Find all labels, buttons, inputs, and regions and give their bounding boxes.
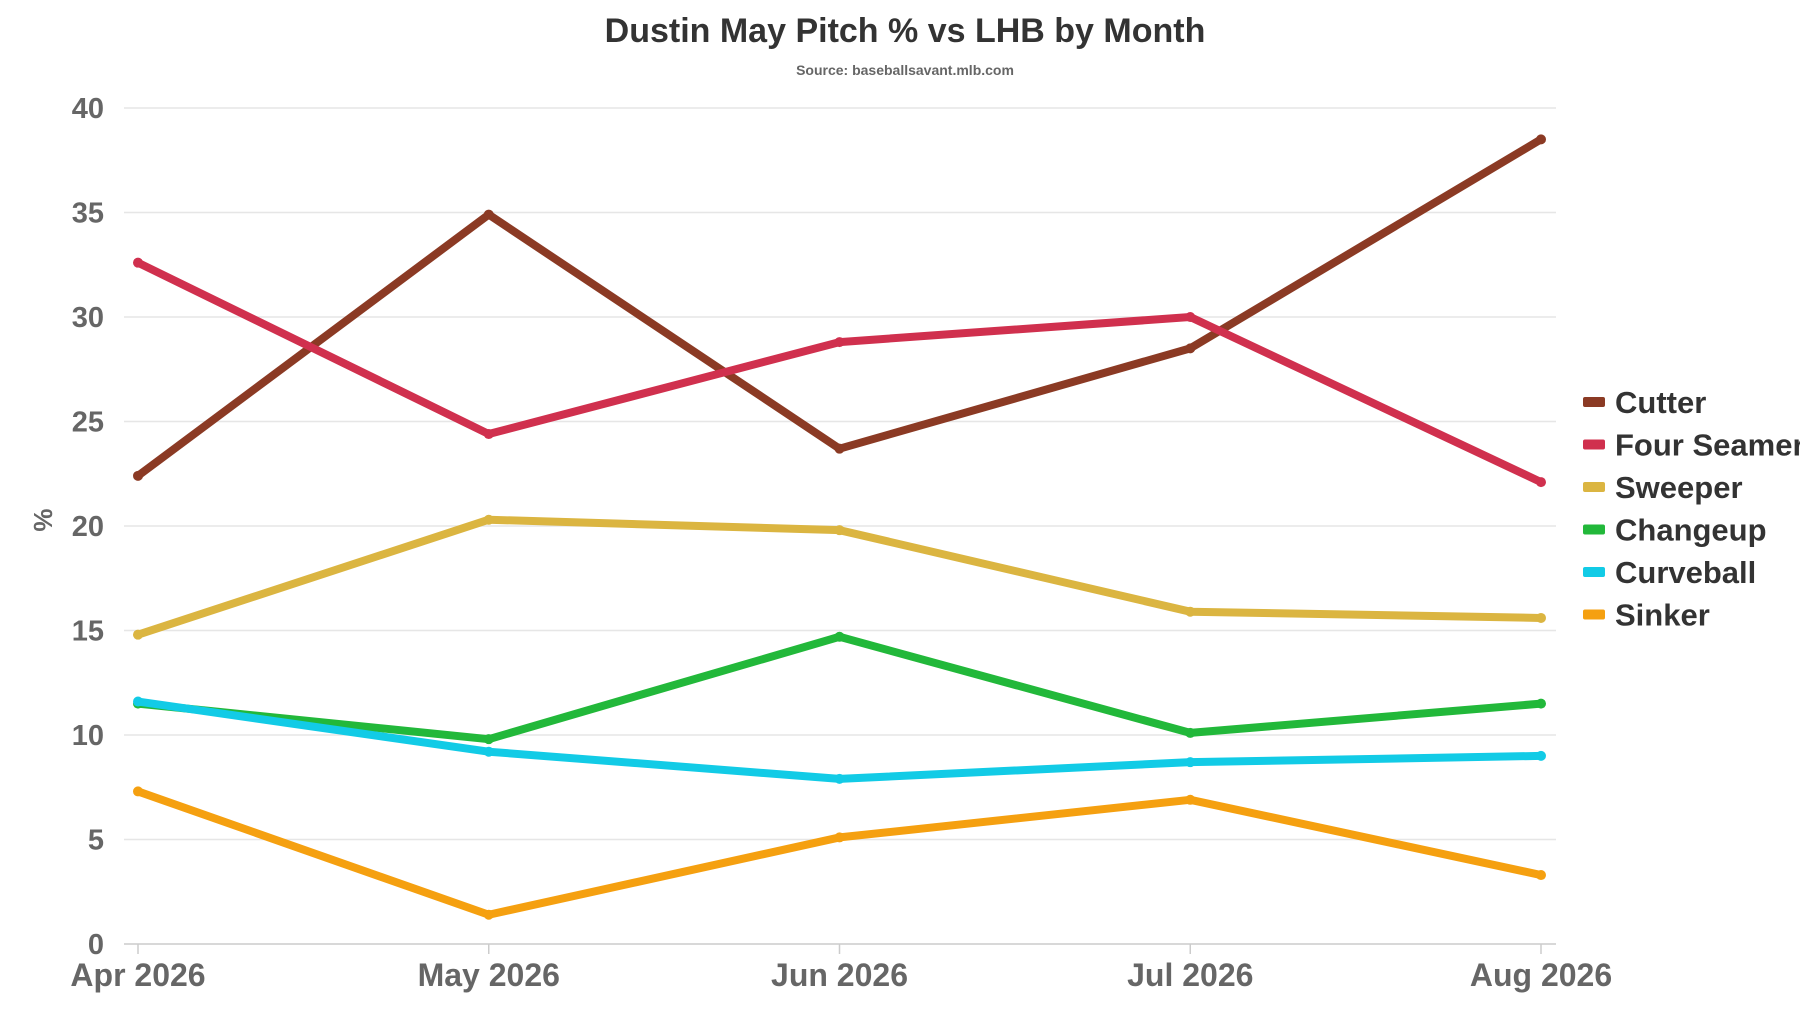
data-point [483,514,494,525]
data-point [1185,727,1196,738]
data-point [133,629,143,640]
legend-label: Changeup [1615,513,1767,548]
series-sweeper [133,514,1546,640]
y-tick-label: 40 [72,93,104,125]
data-point [1536,698,1546,709]
x-tick-label: Apr 2026 [70,957,205,993]
data-point [1536,134,1546,145]
legend-item[interactable]: Changeup [1583,513,1767,548]
data-point [133,786,143,797]
y-tick-label: 35 [72,198,104,230]
legend-item[interactable]: Four Seamer [1583,428,1800,463]
data-point [1536,612,1546,623]
legend-label: Sweeper [1615,470,1743,505]
data-point [133,470,143,481]
legend-swatch [1583,609,1605,620]
data-point [834,525,845,536]
legend-label: Sinker [1615,598,1710,633]
series-line [134,515,1545,639]
series-line [134,135,1545,480]
data-point [1536,870,1546,881]
data-point [483,909,494,920]
series-curveball [133,696,1546,784]
legend-swatch [1583,482,1605,492]
series-line [134,632,1545,744]
x-tick-label: May 2026 [418,957,560,993]
series-lines [133,134,1546,920]
legend-label: Curveball [1615,555,1756,590]
series-line [134,787,1545,919]
legend-item[interactable]: Cutter [1583,385,1706,420]
legend-swatch [1583,567,1605,577]
data-point [834,443,845,454]
x-tick-label: Jun 2026 [771,957,908,993]
chart-title: Dustin May Pitch % vs LHB by Month [605,12,1206,50]
legend-label: Cutter [1615,385,1706,420]
data-point [834,337,845,348]
data-point [834,773,845,784]
data-point [133,696,143,707]
data-point [834,832,845,843]
x-tick-label: Aug 2026 [1470,957,1612,993]
data-point [1536,750,1546,761]
legend-swatch [1583,524,1605,535]
y-tick-label: 20 [72,511,104,543]
y-tick-label: 15 [72,616,104,648]
y-tick-label: 10 [72,720,104,752]
data-point [1536,477,1546,488]
legend-swatch [1583,397,1605,407]
y-tick-label: 30 [72,302,104,334]
chart-subtitle: Source: baseballsavant.mlb.com [796,62,1014,78]
data-point [1185,343,1196,354]
data-point [483,734,494,745]
series-sinker [133,786,1546,920]
y-axis-label: % [28,508,58,531]
x-tick-label: Jul 2026 [1127,957,1253,993]
data-point [133,257,143,268]
legend-swatch [1583,439,1605,450]
axes: 0 5 10 15 20 25 30 35 40 Apr 2026 May 2026 Jun 2026… [70,93,1612,993]
y-tick-label: 0 [88,929,104,961]
data-point [483,746,494,757]
data-point [483,429,494,440]
series-cutter [133,134,1546,481]
legend-label: Four Seamer [1615,428,1800,463]
legend-item[interactable]: Sweeper [1583,470,1743,505]
data-point [834,631,845,642]
data-point [483,209,494,220]
data-point [1185,312,1196,322]
legend-item[interactable]: Curveball [1583,555,1756,590]
series-line [134,697,1545,783]
y-tick-label: 25 [72,407,104,439]
legend-item[interactable]: Sinker [1583,598,1710,633]
data-point [1185,757,1196,768]
data-point [1185,794,1196,805]
legend: Cutter Four Seamer Sweeper Changeup Curvebal… [1583,385,1800,633]
series-four-seamer [133,257,1546,488]
y-tick-label: 5 [88,825,104,857]
data-point [1185,606,1196,617]
